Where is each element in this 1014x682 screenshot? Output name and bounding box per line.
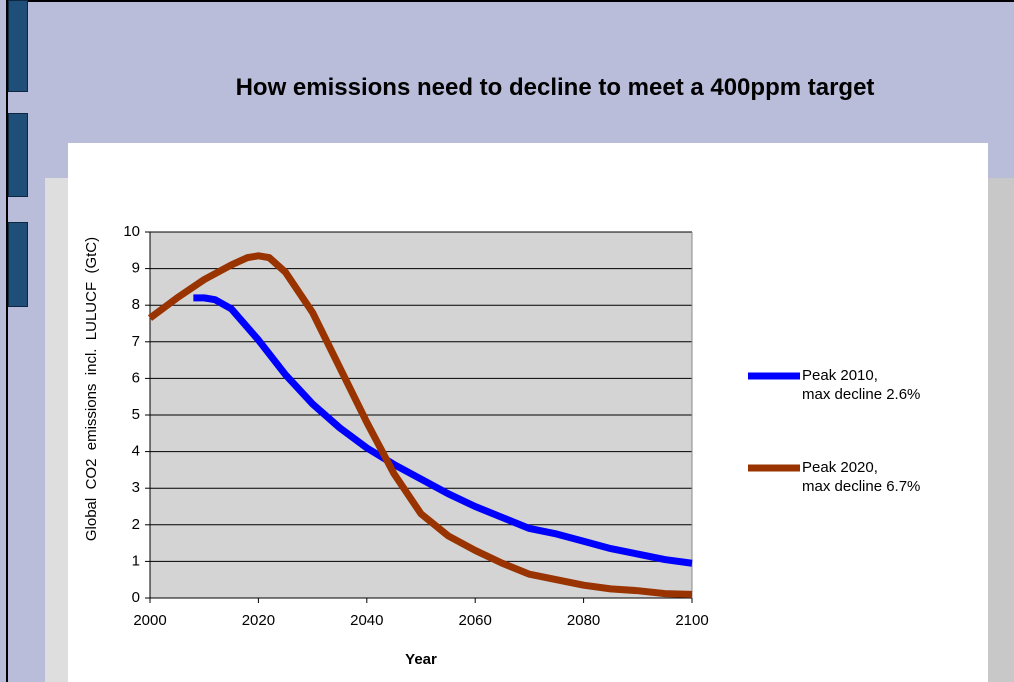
y-tick-label: 7 (132, 333, 140, 350)
series-line (193, 294, 693, 567)
y-tick-label: 5 (132, 406, 140, 423)
x-axis-label: Year (405, 651, 437, 668)
left-border (6, 0, 8, 682)
top-border (6, 0, 1014, 2)
y-axis-label: Global CO2 emissions incl. LULUCF (GtC) (83, 237, 100, 541)
legend-label: Peak 2010, max decline 2.6% (802, 367, 921, 403)
legend-label: Peak 2020, max decline 6.7% (802, 459, 921, 495)
x-tick-label: 2020 (242, 612, 275, 629)
y-tick-label: 6 (132, 369, 140, 386)
slide-edge (988, 178, 1014, 682)
x-tick-label: 2000 (133, 612, 166, 629)
x-tick-label: 2060 (459, 612, 492, 629)
y-tick-label: 3 (132, 479, 140, 496)
y-tick-label: 4 (132, 443, 140, 460)
y-tick-label: 2 (132, 516, 140, 533)
side-tab (8, 222, 28, 307)
y-tick-label: 10 (123, 223, 140, 240)
y-tick-label: 9 (132, 260, 140, 277)
chart-title: How emissions need to decline to meet a … (235, 74, 875, 101)
series-line (147, 252, 693, 598)
side-tab (8, 0, 28, 92)
side-tab (8, 113, 28, 197)
x-tick-label: 2100 (675, 612, 708, 629)
y-tick-label: 8 (132, 296, 140, 313)
x-tick-label: 2080 (567, 612, 600, 629)
y-tick-label: 0 (132, 589, 140, 606)
x-tick-label: 2040 (350, 612, 383, 629)
y-tick-label: 1 (132, 552, 140, 569)
